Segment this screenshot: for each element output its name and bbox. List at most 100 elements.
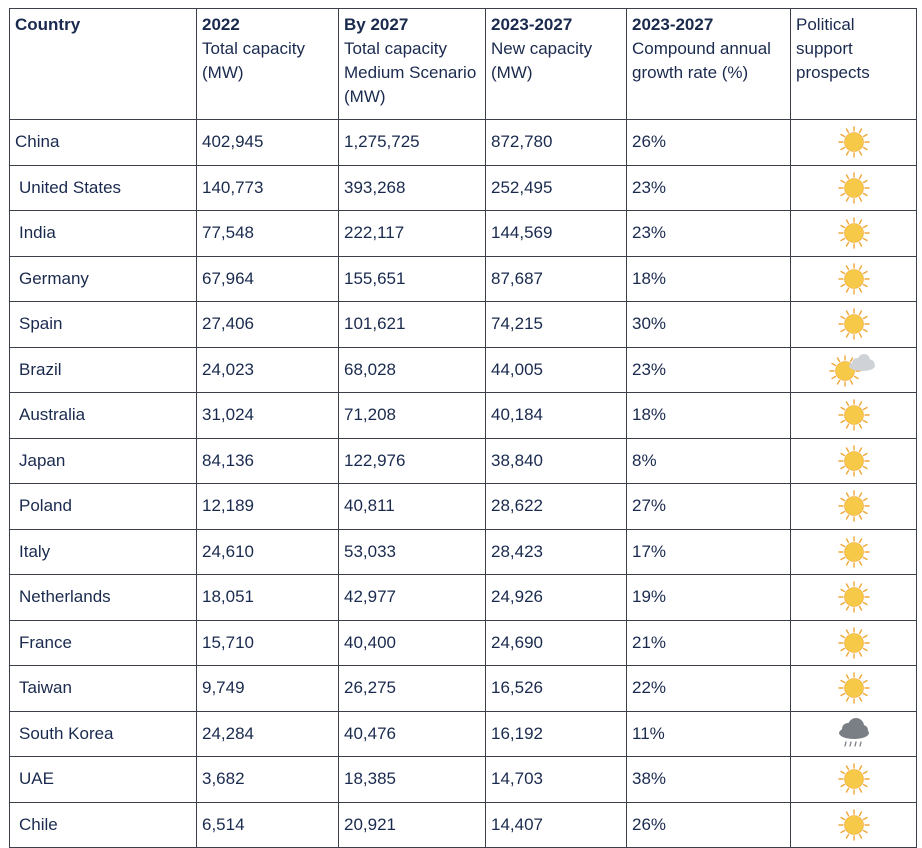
capacity-2027-cell: 68,028: [338, 346, 486, 393]
sunny-icon: [837, 307, 871, 341]
country-cell: Australia: [9, 392, 197, 439]
table-row: India 77,548 222,117 144,569 23%: [9, 210, 917, 257]
table-row: UAE 3,682 18,385 14,703 38%: [9, 756, 917, 803]
header-2027-rest: Total capacity Medium Scenario (MW): [344, 39, 477, 106]
country-cell: Japan: [9, 437, 197, 484]
new-capacity-cell: 144,569: [485, 210, 627, 257]
new-capacity-cell: 28,622: [485, 483, 627, 530]
table-row: Chile 6,514 20,921 14,407 26%: [9, 801, 917, 848]
cagr-cell: 30%: [626, 301, 791, 348]
sunny-icon: [837, 398, 871, 432]
capacity-2022-cell: 31,024: [196, 392, 339, 439]
table-row: South Korea 24,284 40,476 16,192 11%: [9, 710, 917, 757]
header-cagr-bold: 2023-2027: [632, 15, 714, 34]
table-row: Taiwan 9,749 26,275 16,526 22%: [9, 665, 917, 712]
new-capacity-cell: 38,840: [485, 437, 627, 484]
political-support-cell: [790, 164, 917, 211]
sunny-icon: [837, 671, 871, 705]
table-row: Italy 24,610 53,033 28,423 17%: [9, 528, 917, 575]
country-cell: Netherlands: [9, 574, 197, 621]
country-cell: United States: [9, 164, 197, 211]
sunny-icon: [837, 626, 871, 660]
capacity-2027-cell: 393,268: [338, 164, 486, 211]
table-row: Australia 31,024 71,208 40,184 18%: [9, 392, 917, 439]
table-row: Poland 12,189 40,811 28,622 27%: [9, 483, 917, 530]
capacity-2022-cell: 24,284: [196, 710, 339, 757]
header-cagr: 2023-2027 Compound annual growth rate (%…: [626, 8, 791, 120]
political-support-cell: [790, 801, 917, 848]
political-support-cell: [790, 483, 917, 530]
table-row: Brazil 24,023 68,028 44,005 23%: [9, 346, 917, 393]
cagr-cell: 18%: [626, 255, 791, 302]
capacity-2022-cell: 24,023: [196, 346, 339, 393]
capacity-2022-cell: 18,051: [196, 574, 339, 621]
cagr-cell: 11%: [626, 710, 791, 757]
cagr-cell: 19%: [626, 574, 791, 621]
sunny-icon: [837, 580, 871, 614]
cagr-cell: 38%: [626, 756, 791, 803]
sunny-icon: [837, 171, 871, 205]
table-row: France 15,710 40,400 24,690 21%: [9, 619, 917, 666]
capacity-2027-cell: 40,811: [338, 483, 486, 530]
new-capacity-cell: 872,780: [485, 119, 627, 166]
sunny-icon: [837, 535, 871, 569]
table-body: China 402,945 1,275,725 872,780 26% United St…: [9, 119, 917, 848]
cagr-cell: 8%: [626, 437, 791, 484]
cagr-cell: 23%: [626, 210, 791, 257]
header-2022: 2022 Total capacity (MW): [196, 8, 339, 120]
header-row: Country 2022 Total capacity (MW) By 2027…: [9, 8, 917, 120]
political-support-cell: [790, 665, 917, 712]
political-support-cell: [790, 528, 917, 575]
header-new-capacity-rest: New capacity (MW): [491, 39, 593, 82]
cagr-cell: 26%: [626, 801, 791, 848]
country-cell: South Korea: [9, 710, 197, 757]
country-cell: Brazil: [9, 346, 197, 393]
solar-capacity-table: Country 2022 Total capacity (MW) By 2027…: [9, 8, 917, 848]
cagr-cell: 23%: [626, 164, 791, 211]
table-row: Japan 84,136 122,976 38,840 8%: [9, 437, 917, 484]
capacity-2022-cell: 67,964: [196, 255, 339, 302]
capacity-2022-cell: 140,773: [196, 164, 339, 211]
capacity-2027-cell: 71,208: [338, 392, 486, 439]
political-support-cell: [790, 437, 917, 484]
new-capacity-cell: 16,526: [485, 665, 627, 712]
new-capacity-cell: 16,192: [485, 710, 627, 757]
capacity-2027-cell: 18,385: [338, 756, 486, 803]
political-support-cell: [790, 210, 917, 257]
capacity-2022-cell: 12,189: [196, 483, 339, 530]
header-new-capacity: 2023-2027 New capacity (MW): [485, 8, 627, 120]
new-capacity-cell: 24,926: [485, 574, 627, 621]
country-cell: Italy: [9, 528, 197, 575]
table-row: United States 140,773 393,268 252,495 23%: [9, 164, 917, 211]
table-row: Germany 67,964 155,651 87,687 18%: [9, 255, 917, 302]
country-cell: Poland: [9, 483, 197, 530]
rain-cloud-icon: [836, 717, 872, 751]
capacity-2027-cell: 1,275,725: [338, 119, 486, 166]
political-support-cell: [790, 346, 917, 393]
capacity-2022-cell: 402,945: [196, 119, 339, 166]
capacity-2022-cell: 9,749: [196, 665, 339, 712]
country-cell: Spain: [9, 301, 197, 348]
capacity-2027-cell: 40,476: [338, 710, 486, 757]
sunny-icon: [837, 216, 871, 250]
table-row: China 402,945 1,275,725 872,780 26%: [9, 119, 917, 166]
capacity-2022-cell: 77,548: [196, 210, 339, 257]
header-political-support-rest: Political support prospects: [796, 15, 870, 82]
partly-cloudy-icon: [828, 352, 880, 388]
new-capacity-cell: 24,690: [485, 619, 627, 666]
capacity-2022-cell: 27,406: [196, 301, 339, 348]
capacity-2022-cell: 84,136: [196, 437, 339, 484]
header-country: Country: [9, 8, 197, 120]
sunny-icon: [837, 762, 871, 796]
sunny-icon: [837, 489, 871, 523]
new-capacity-cell: 252,495: [485, 164, 627, 211]
table-row: Spain 27,406 101,621 74,215 30%: [9, 301, 917, 348]
new-capacity-cell: 44,005: [485, 346, 627, 393]
cagr-cell: 21%: [626, 619, 791, 666]
cagr-cell: 27%: [626, 483, 791, 530]
cagr-cell: 23%: [626, 346, 791, 393]
capacity-2027-cell: 40,400: [338, 619, 486, 666]
capacity-2027-cell: 20,921: [338, 801, 486, 848]
political-support-cell: [790, 255, 917, 302]
capacity-2022-cell: 3,682: [196, 756, 339, 803]
